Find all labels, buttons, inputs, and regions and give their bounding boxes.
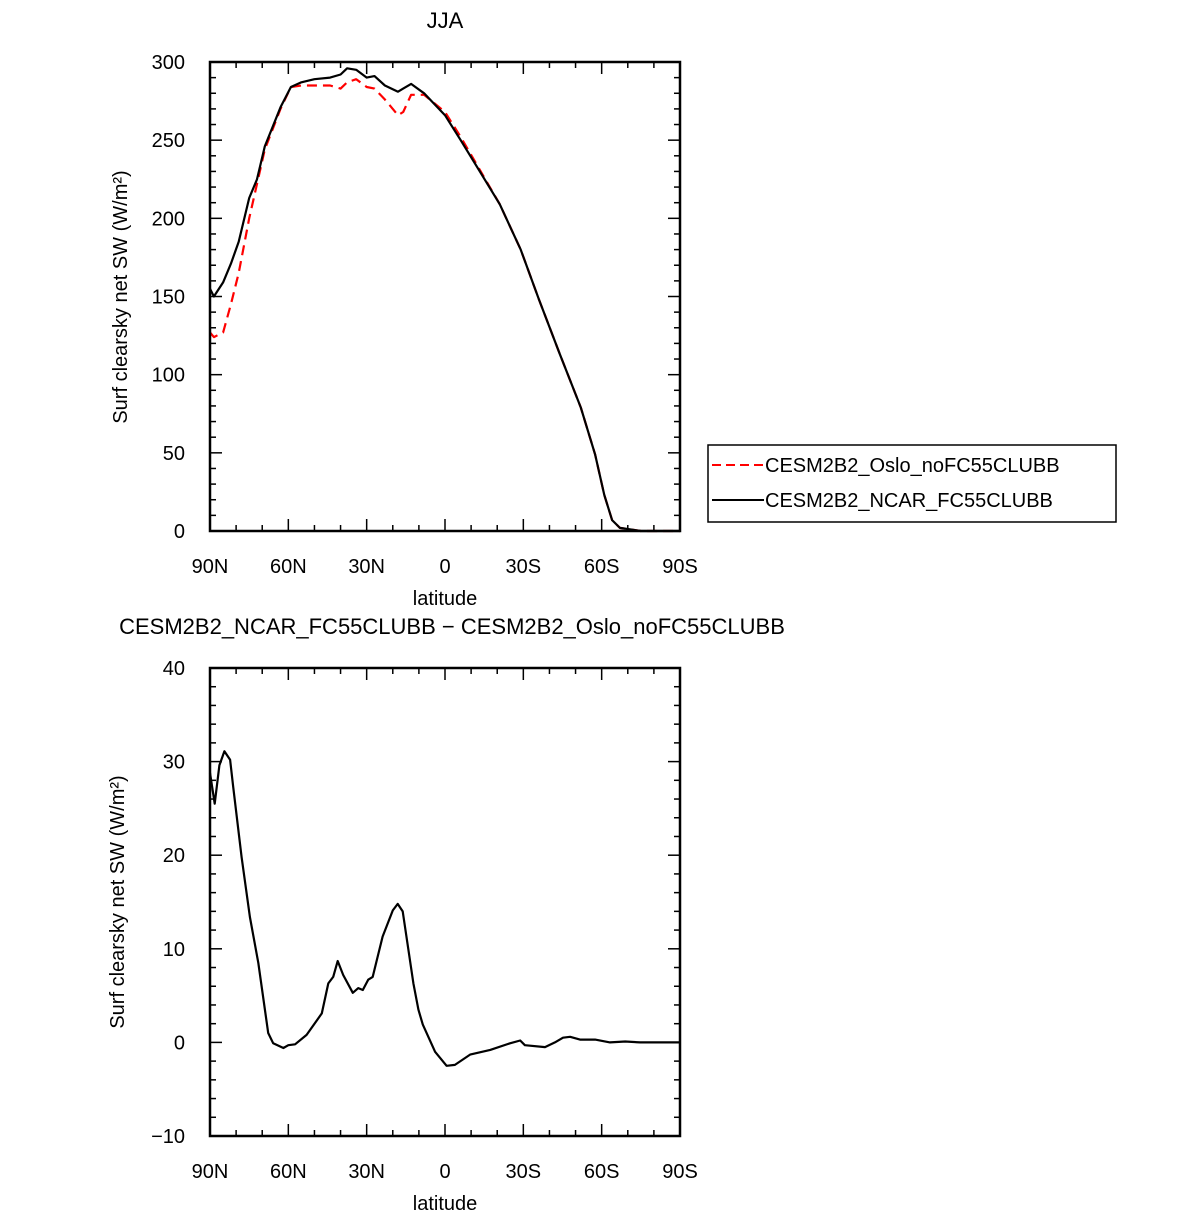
y-tick-label: 0 bbox=[174, 521, 185, 543]
legend: CESM2B2_Oslo_noFC55CLUBB CESM2B2_NCAR_FC… bbox=[707, 444, 1117, 523]
x-tick-label: 90S bbox=[662, 1161, 698, 1183]
x-tick-label: 0 bbox=[439, 1161, 450, 1183]
bottom-xlabel: latitude bbox=[413, 1193, 478, 1215]
bottom-panel: CESM2B2_NCAR_FC55CLUBB − CESM2B2_Oslo_no… bbox=[107, 614, 785, 1215]
top-title: JJA bbox=[427, 8, 464, 33]
y-tick-label: 40 bbox=[163, 658, 185, 680]
legend-label-oslo: CESM2B2_Oslo_noFC55CLUBB bbox=[765, 455, 1060, 477]
y-tick-label: 250 bbox=[152, 130, 185, 152]
y-tick-label: 20 bbox=[163, 845, 185, 867]
x-tick-label: 60N bbox=[270, 1161, 307, 1183]
series-line-0 bbox=[208, 750, 680, 1067]
y-tick-label: 100 bbox=[152, 365, 185, 387]
x-tick-label: 60S bbox=[584, 556, 620, 578]
legend-box bbox=[707, 444, 1117, 523]
y-tick-label: 10 bbox=[163, 939, 185, 961]
top-ylabel: Surf clearsky net SW (W/m²) bbox=[110, 170, 132, 423]
x-tick-label: 90S bbox=[662, 556, 698, 578]
x-tick-label: 0 bbox=[439, 556, 450, 578]
series-line-0 bbox=[209, 78, 680, 533]
x-tick-label: 60N bbox=[270, 556, 307, 578]
series-line-1 bbox=[209, 67, 680, 533]
bottom-ylabel: Surf clearsky net SW (W/m²) bbox=[107, 775, 129, 1028]
y-tick-label: 30 bbox=[163, 752, 185, 774]
y-tick-label: −10 bbox=[151, 1126, 185, 1148]
y-tick-label: 200 bbox=[152, 208, 185, 230]
x-tick-label: 90N bbox=[192, 556, 229, 578]
bottom-title: CESM2B2_NCAR_FC55CLUBB − CESM2B2_Oslo_no… bbox=[119, 614, 785, 639]
y-tick-label: 150 bbox=[152, 287, 185, 309]
plot-frame bbox=[208, 60, 682, 533]
y-tick-label: 50 bbox=[163, 443, 185, 465]
y-tick-label: 0 bbox=[174, 1032, 185, 1054]
top-panel: JJA latitude Surf clearsky net SW (W/m²)… bbox=[110, 8, 698, 610]
x-tick-label: 90N bbox=[192, 1161, 229, 1183]
plot-frame bbox=[208, 666, 682, 1138]
x-tick-label: 30N bbox=[348, 1161, 385, 1183]
y-tick-label: 300 bbox=[152, 52, 185, 74]
x-tick-label: 60S bbox=[584, 1161, 620, 1183]
x-tick-label: 30S bbox=[506, 1161, 542, 1183]
x-tick-label: 30N bbox=[348, 556, 385, 578]
top-xlabel: latitude bbox=[413, 588, 478, 610]
legend-label-ncar: CESM2B2_NCAR_FC55CLUBB bbox=[765, 490, 1053, 512]
x-tick-label: 30S bbox=[506, 556, 542, 578]
